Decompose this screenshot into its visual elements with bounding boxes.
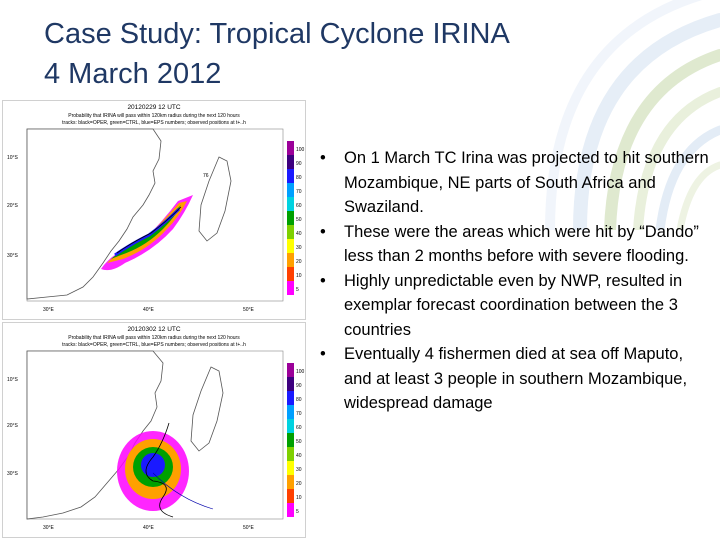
legend-label: 30 — [296, 245, 302, 251]
decorative-arcs — [545, 0, 720, 230]
bullet-marker: • — [320, 149, 326, 167]
map-1-caption-1: Probability that IRINA will pass within … — [68, 113, 240, 119]
map-1-oper-track — [116, 206, 182, 254]
legend-swatch — [287, 253, 294, 267]
map-2-lat-1: 10°S — [7, 377, 19, 383]
legend-swatch — [287, 489, 294, 503]
legend-label: 60 — [296, 425, 302, 431]
legend-swatch — [287, 433, 294, 447]
legend-swatch — [287, 461, 294, 475]
bullet-marker: • — [320, 271, 326, 290]
legend-swatch — [287, 391, 294, 405]
legend-label: 10 — [296, 273, 302, 279]
legend-label: 30 — [296, 467, 302, 473]
map-2-lon-3: 50°E — [243, 525, 255, 531]
map-2-caption-2: tracks: black=OPER, green=CTRL, blue=EPS… — [62, 342, 246, 348]
legend-label: 70 — [296, 411, 302, 417]
bullet-text: Highly unpredictable even by NWP, result… — [344, 271, 683, 339]
svg-text:76: 76 — [203, 173, 209, 179]
title-line-2: 4 March 2012 — [44, 58, 222, 90]
bullet-list: • On 1 March TC Irina was projected to hi… — [318, 146, 714, 416]
map-2-eps-track — [152, 472, 214, 510]
legend-label: 20 — [296, 259, 302, 265]
map-1-lat-3: 30°S — [7, 253, 19, 259]
map-1-lat-2: 20°S — [7, 203, 19, 209]
title-line-1: Case Study: Tropical Cyclone IRINA — [44, 18, 510, 50]
legend-swatch — [287, 211, 294, 225]
map-2-swath-core — [141, 453, 165, 477]
legend-swatch — [287, 169, 294, 183]
bullet-marker: • — [320, 345, 326, 363]
legend-swatch — [287, 447, 294, 461]
legend-label: 90 — [296, 383, 302, 389]
legend-label: 5 — [296, 287, 299, 293]
slide-title: Case Study: Tropical Cyclone IRINA 4 Mar… — [44, 14, 604, 94]
map-2-lon-2: 40°E — [143, 525, 155, 531]
map-1-lon-1: 30°E — [43, 307, 55, 313]
map-1-date: 20120229 12 UTC — [127, 104, 180, 111]
bullet-text: These were the areas which were hit by “… — [344, 222, 699, 266]
map-1-madagascar — [198, 156, 232, 242]
legend-swatch — [287, 239, 294, 253]
legend-swatch — [287, 141, 294, 155]
legend-swatch — [287, 267, 294, 281]
legend-swatch — [287, 503, 294, 517]
forecast-map-1: 20120229 12 UTC Probability that IRINA w… — [2, 100, 306, 320]
legend-label: 90 — [296, 161, 302, 167]
legend-label: 5 — [296, 509, 299, 515]
legend-label: 70 — [296, 189, 302, 195]
bullet-marker: • — [320, 222, 326, 241]
legend-swatch — [287, 363, 294, 377]
legend-label: 40 — [296, 453, 302, 459]
map-2-lon-1: 30°E — [43, 525, 55, 531]
map-2-legend: 100 90 80 70 60 50 40 30 20 10 5 — [287, 363, 305, 517]
map-1-lon-3: 50°E — [243, 307, 255, 313]
legend-label: 20 — [296, 481, 302, 487]
legend-label: 100 — [296, 147, 305, 153]
legend-label: 40 — [296, 231, 302, 237]
legend-label: 80 — [296, 175, 302, 181]
legend-label: 50 — [296, 439, 302, 445]
legend-swatch — [287, 419, 294, 433]
map-2-caption-1: Probability that IRINA will pass within … — [68, 335, 240, 341]
legend-swatch — [287, 377, 294, 391]
bullet-item: • On 1 March TC Irina was projected to hi… — [318, 146, 714, 220]
legend-swatch — [287, 475, 294, 489]
legend-label: 80 — [296, 397, 302, 403]
legend-swatch — [287, 155, 294, 169]
legend-swatch — [287, 405, 294, 419]
legend-swatch — [287, 197, 294, 211]
map-2-madagascar — [190, 366, 224, 452]
map-1-caption-2: tracks: black=OPER, green=CTRL, blue=EPS… — [62, 120, 246, 126]
map-2-lat-2: 20°S — [7, 423, 19, 429]
bullet-item: • Highly unpredictable even by NWP, resul… — [318, 269, 714, 343]
map-1-lon-2: 40°E — [143, 307, 155, 313]
bullet-text: On 1 March TC Irina was projected to hit… — [344, 149, 709, 216]
map-1-legend: 100 90 80 70 60 50 40 30 20 10 5 — [287, 141, 305, 295]
bullet-item: • Eventually 4 fishermen died at sea off … — [318, 342, 714, 416]
legend-label: 50 — [296, 217, 302, 223]
map-1-mainland — [26, 128, 162, 300]
legend-swatch — [287, 225, 294, 239]
bullet-text: Eventually 4 fishermen died at sea off M… — [344, 345, 688, 412]
map-1-lat-1: 10°S — [7, 155, 19, 161]
legend-label: 100 — [296, 369, 305, 375]
map-1-swath-mid — [107, 201, 187, 263]
map-2-lat-3: 30°S — [7, 471, 19, 477]
map-2-oper-track — [145, 422, 174, 518]
legend-swatch — [287, 281, 294, 295]
map-2-date: 20120302 12 UTC — [127, 326, 180, 333]
legend-swatch — [287, 183, 294, 197]
legend-label: 10 — [296, 495, 302, 501]
bullet-item: • These were the areas which were hit by … — [318, 220, 714, 269]
legend-label: 60 — [296, 203, 302, 209]
forecast-map-2: 20120302 12 UTC Probability that IRINA w… — [2, 322, 306, 538]
